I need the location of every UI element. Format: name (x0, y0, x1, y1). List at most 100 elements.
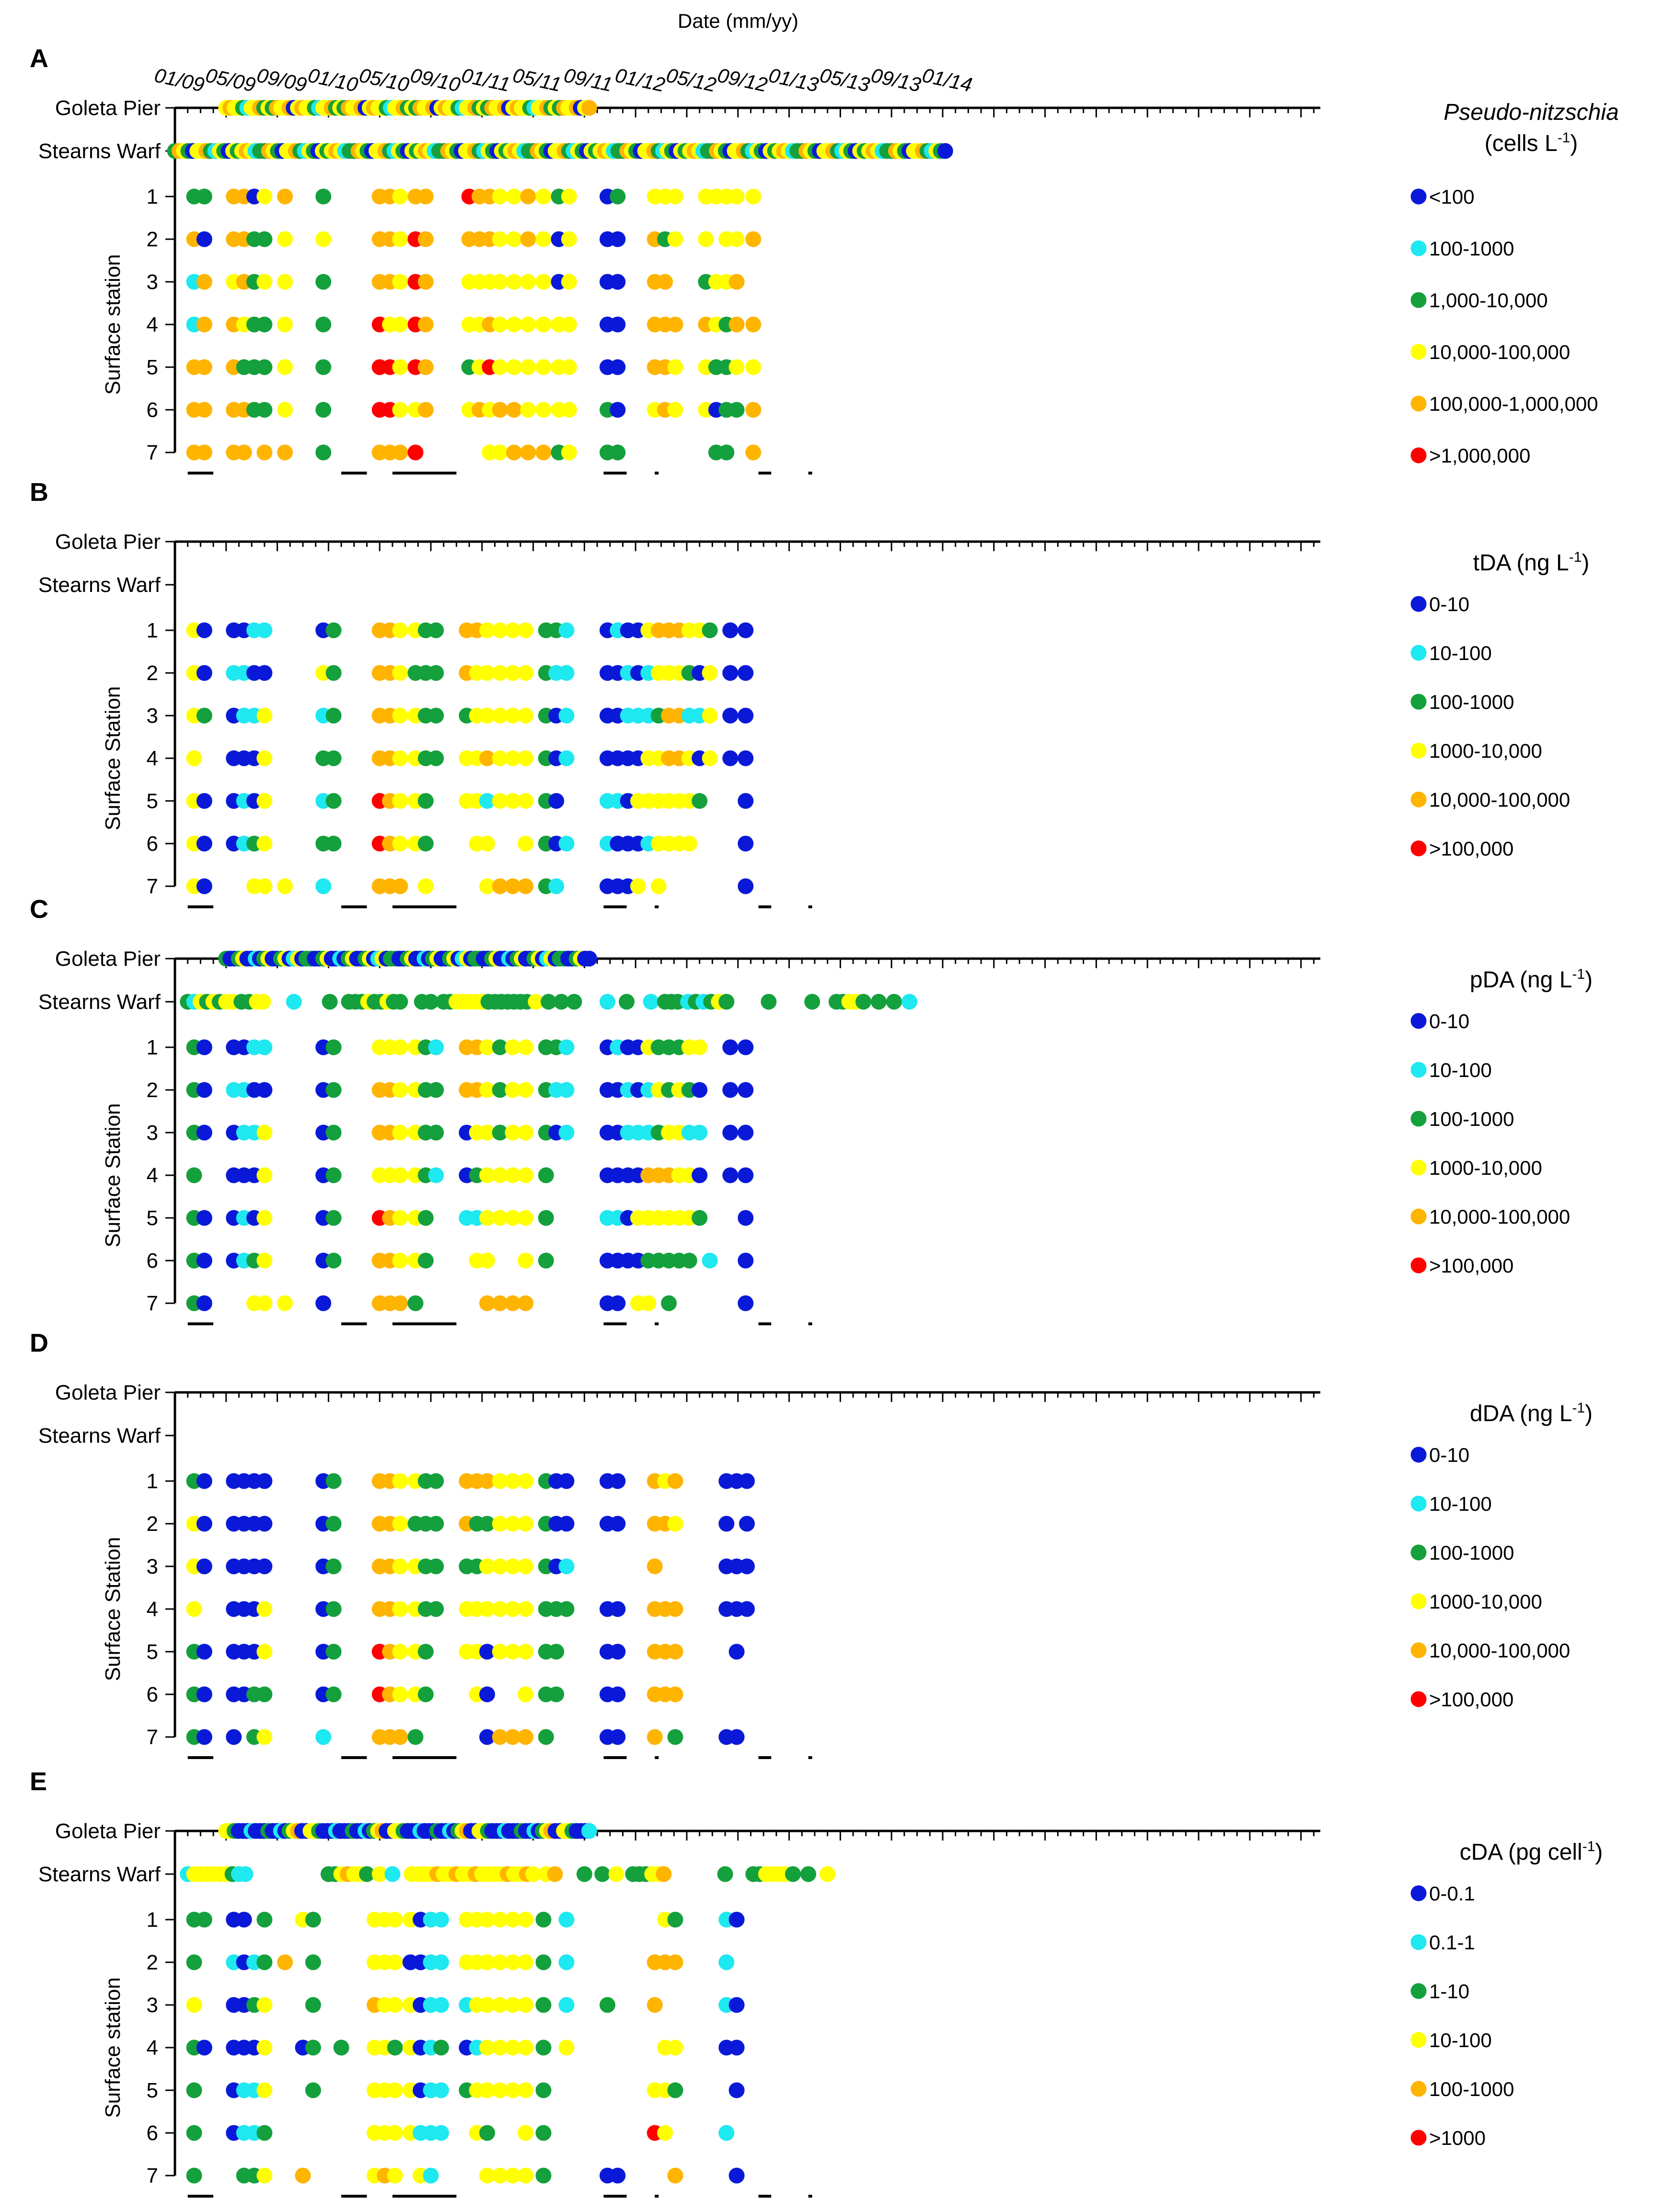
station-point (561, 359, 577, 375)
station-point (325, 707, 342, 724)
legend-title-units: tDA (ng L-1) (1473, 549, 1590, 576)
station-point (315, 316, 332, 333)
station-point (667, 402, 683, 418)
station-point (518, 2125, 534, 2141)
station-point (518, 622, 534, 638)
stearns-warf-series (180, 1866, 836, 1882)
station-point (739, 1601, 755, 1617)
station-point (667, 316, 683, 333)
station-point (417, 316, 434, 333)
station-point (505, 1954, 521, 1970)
station-point (661, 1295, 677, 1311)
station-point (722, 750, 739, 766)
legend: tDA (ng L-1)0-10 10-100 100-1000 1000-10,00… (1410, 549, 1590, 860)
legend: dDA (ng L-1)0-10 10-100 100-1000 1000-10,00… (1410, 1400, 1593, 1711)
panel-letter: D (30, 1329, 48, 1357)
station-point (505, 1601, 521, 1617)
station-point (479, 622, 495, 638)
station-label: 4 (147, 747, 158, 770)
station-point (722, 622, 739, 638)
station-label: 5 (147, 356, 158, 379)
station-point (702, 665, 718, 681)
x-tick-label: 05/12 (664, 64, 718, 96)
legend-label: >1,000,000 (1429, 444, 1530, 467)
station-point (277, 402, 293, 418)
station-point (692, 1167, 708, 1183)
y-axis-title: Surface Station (101, 1537, 125, 1681)
station-point (428, 1167, 444, 1183)
legend-swatch (1410, 1447, 1427, 1463)
station-point (492, 707, 508, 724)
station-point (256, 1729, 273, 1745)
station-point (647, 1558, 663, 1575)
legend-label: 10-100 (1429, 642, 1492, 664)
station-point (256, 878, 273, 894)
station-point (520, 316, 536, 333)
station-point (492, 1516, 508, 1532)
station-point (745, 316, 762, 333)
station-label: 2 (147, 1512, 158, 1536)
station-point (196, 1295, 212, 1311)
station-point (518, 1295, 534, 1311)
station-point (505, 1124, 521, 1141)
station-point (610, 2167, 626, 2184)
station-point (295, 2167, 311, 2184)
station-point (417, 359, 434, 375)
station-point (558, 1473, 575, 1489)
legend-title: Pseudo-nitzschia (1444, 100, 1619, 125)
station-point (325, 1252, 342, 1269)
station-point (548, 793, 565, 809)
station-point (186, 750, 202, 766)
station-point (392, 1644, 408, 1660)
station-point (505, 1082, 521, 1098)
stearns-warf-point (804, 994, 820, 1010)
station-point (256, 835, 273, 852)
station-point (277, 1954, 293, 1970)
legend-swatch (1410, 1208, 1427, 1225)
x-axis-title: Date (mm/yy) (678, 10, 798, 32)
station-point (738, 665, 754, 681)
station-point (610, 1644, 626, 1660)
station-point (610, 1295, 626, 1311)
station-point (492, 750, 508, 766)
station-point (518, 878, 534, 894)
station-point (518, 2082, 534, 2098)
station-point (702, 750, 718, 766)
stearns-warf-point (322, 994, 338, 1010)
station-point (505, 1997, 521, 2013)
station-point (561, 402, 577, 418)
station-point (479, 2125, 495, 2141)
station-point (256, 707, 273, 724)
station-point (196, 231, 212, 247)
station-point (558, 665, 575, 681)
station-point (407, 1729, 424, 1745)
station-point (505, 1295, 521, 1311)
stearns-warf-point (566, 994, 582, 1010)
station-point (561, 231, 577, 247)
station-point (518, 1997, 534, 2013)
station-point (325, 793, 342, 809)
stearns-warf-point (886, 994, 902, 1010)
station-point (479, 1473, 495, 1489)
station-point (647, 1997, 663, 2013)
station-point (506, 316, 522, 333)
station-point (196, 835, 212, 852)
station-point (196, 1210, 212, 1226)
station-point (256, 402, 273, 418)
station-point (479, 707, 495, 724)
station-point (558, 1954, 575, 1970)
station-point (738, 1167, 754, 1183)
stearns-warf-point (392, 994, 408, 1010)
station-point (256, 2125, 273, 2141)
legend-swatch (1410, 1934, 1427, 1950)
station-point (518, 835, 534, 852)
goleta-pier-label: Goleta Pier (55, 1819, 161, 1843)
station-point (428, 1558, 444, 1575)
station-point (505, 665, 521, 681)
station-point (407, 1295, 424, 1311)
station-point (745, 359, 762, 375)
legend-swatch (1410, 292, 1427, 308)
station-point (518, 1473, 534, 1489)
stearns-warf-point (525, 1866, 542, 1882)
